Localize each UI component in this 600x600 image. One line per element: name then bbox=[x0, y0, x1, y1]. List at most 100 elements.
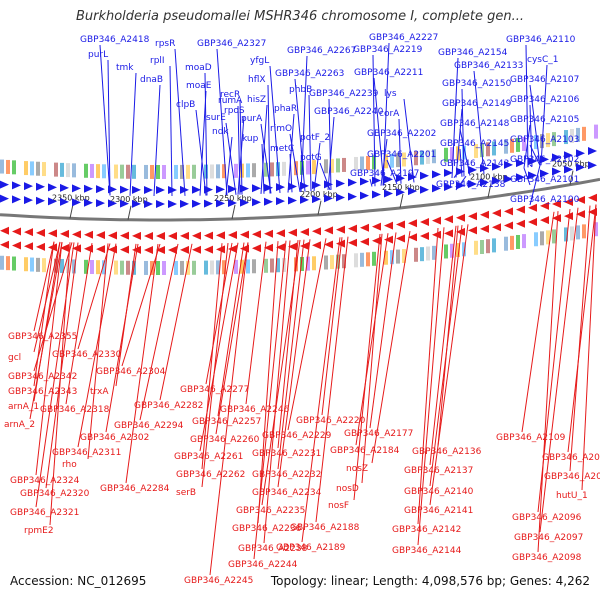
forward-gene-arrow bbox=[240, 198, 249, 207]
reverse-feature-band bbox=[510, 235, 514, 250]
forward-feature-band bbox=[120, 164, 124, 179]
reverse-gene-arrow bbox=[372, 222, 381, 231]
forward-gene-arrow bbox=[480, 164, 489, 173]
forward-gene-arrow bbox=[156, 199, 165, 208]
forward-gene-label: rpsR bbox=[155, 39, 175, 49]
forward-gene-arrow bbox=[96, 185, 105, 194]
reverse-leader-line bbox=[35, 241, 63, 476]
forward-leader-line bbox=[107, 59, 111, 196]
reverse-gene-label: GBP346_A2284 bbox=[100, 484, 170, 494]
forward-leader-line bbox=[199, 90, 207, 196]
forward-gene-arrow bbox=[36, 196, 45, 205]
forward-feature-band bbox=[282, 161, 286, 176]
reverse-gene-arrow bbox=[552, 214, 561, 223]
forward-feature-band bbox=[60, 162, 64, 177]
forward-gene-label: GBP346_A2154 bbox=[438, 48, 508, 58]
forward-feature-band bbox=[546, 133, 550, 148]
forward-leader-line bbox=[261, 143, 265, 194]
forward-gene-arrow bbox=[36, 182, 45, 191]
reverse-gene-arrow bbox=[492, 223, 501, 232]
forward-leader-line bbox=[99, 44, 111, 196]
forward-feature-band bbox=[516, 137, 520, 152]
reverse-leader-line bbox=[33, 241, 55, 332]
forward-gene-label: GBP346_A2105 bbox=[510, 115, 579, 125]
forward-gene-label: GBP346_A2148 bbox=[440, 119, 510, 129]
reverse-feature-band bbox=[594, 222, 598, 237]
forward-feature-band bbox=[366, 155, 370, 170]
forward-gene-arrow bbox=[288, 182, 297, 191]
reverse-gene-arrow bbox=[192, 245, 201, 254]
forward-gene-arrow bbox=[288, 196, 297, 205]
reverse-feature-band bbox=[390, 250, 394, 265]
reverse-gene-arrow bbox=[72, 230, 81, 239]
reverse-gene-arrow bbox=[168, 231, 177, 240]
forward-leader-line bbox=[153, 84, 161, 197]
forward-gene-arrow bbox=[420, 171, 429, 180]
forward-gene-arrow bbox=[168, 185, 177, 194]
reverse-feature-band bbox=[354, 253, 358, 268]
forward-feature-band bbox=[372, 155, 376, 170]
reverse-leader-line bbox=[371, 230, 411, 464]
reverse-gene-arrow bbox=[300, 227, 309, 236]
reverse-gene-label: arnA_1 bbox=[8, 402, 39, 412]
reverse-leader-line bbox=[253, 240, 287, 560]
reverse-gene-arrow bbox=[528, 217, 537, 226]
reverse-feature-band bbox=[90, 259, 94, 274]
reverse-gene-label: GBP346_A2137 bbox=[404, 466, 473, 476]
forward-feature-band bbox=[570, 128, 574, 143]
reverse-gene-arrow bbox=[252, 230, 261, 239]
reverse-gene-label: arnA_2 bbox=[4, 420, 35, 430]
forward-feature-band bbox=[54, 162, 58, 177]
forward-gene-arrow bbox=[492, 176, 501, 185]
forward-leader-line bbox=[328, 98, 332, 190]
reverse-gene-arrow bbox=[576, 195, 585, 204]
reverse-gene-label: gcl bbox=[8, 353, 21, 363]
forward-gene-arrow bbox=[528, 157, 537, 166]
reverse-gene-arrow bbox=[228, 231, 237, 240]
forward-gene-arrow bbox=[456, 167, 465, 176]
reverse-gene-arrow bbox=[348, 238, 357, 247]
forward-gene-arrow bbox=[132, 199, 141, 208]
forward-gene-label: GBP346_A2102 bbox=[510, 155, 579, 165]
reverse-gene-arrow bbox=[540, 201, 549, 210]
tick-mark bbox=[487, 183, 492, 198]
forward-gene-arrow bbox=[264, 183, 273, 192]
forward-gene-label: GBP346_A2201 bbox=[367, 150, 436, 160]
reverse-leader-line bbox=[35, 242, 75, 508]
reverse-feature-band bbox=[246, 259, 250, 274]
forward-gene-arrow bbox=[372, 176, 381, 185]
forward-gene-arrow bbox=[156, 185, 165, 194]
reverse-gene-label: GBP346_A2098 bbox=[512, 553, 582, 563]
reverse-gene-label: GBP346_A2144 bbox=[392, 546, 462, 556]
reverse-gene-arrow bbox=[504, 207, 513, 216]
reverse-feature-band bbox=[570, 226, 574, 241]
reverse-leader-line bbox=[125, 243, 159, 484]
forward-leader-line bbox=[525, 44, 529, 168]
summary-label: Topology: linear; Length: 4,098,576 bp; … bbox=[270, 574, 590, 588]
reverse-feature-band bbox=[264, 258, 268, 273]
reverse-leader-line bbox=[581, 204, 597, 491]
forward-feature-band bbox=[384, 154, 388, 169]
forward-gene-label: GBP346_A2100 bbox=[510, 195, 580, 205]
reverse-leader-line bbox=[429, 224, 469, 506]
map-title: Burkholderia pseudomallei MSHR346 chromo… bbox=[75, 9, 525, 24]
forward-gene-label: recR bbox=[220, 90, 240, 100]
tick-label: 2300 kbp bbox=[110, 195, 148, 204]
forward-gene-arrow bbox=[432, 184, 441, 193]
tick-label: 2350 kbp bbox=[52, 193, 90, 202]
forward-gene-arrow bbox=[348, 192, 357, 201]
tick-label: 2100 kbp bbox=[470, 172, 508, 181]
forward-feature-band bbox=[360, 156, 364, 171]
forward-feature-band bbox=[264, 162, 268, 177]
forward-gene-arrow bbox=[72, 184, 81, 193]
forward-gene-label: yfgL bbox=[250, 56, 269, 66]
reverse-feature-band bbox=[360, 252, 364, 267]
reverse-gene-label: GBP346_A2294 bbox=[114, 421, 184, 431]
reverse-feature-band bbox=[144, 260, 148, 275]
reverse-feature-band bbox=[426, 246, 430, 261]
reverse-feature-band bbox=[24, 257, 28, 272]
forward-leader-line bbox=[372, 54, 376, 187]
tick-label: 2250 kbp bbox=[214, 194, 252, 203]
forward-gene-label: potG bbox=[300, 153, 322, 163]
reverse-gene-arrow bbox=[204, 231, 213, 240]
